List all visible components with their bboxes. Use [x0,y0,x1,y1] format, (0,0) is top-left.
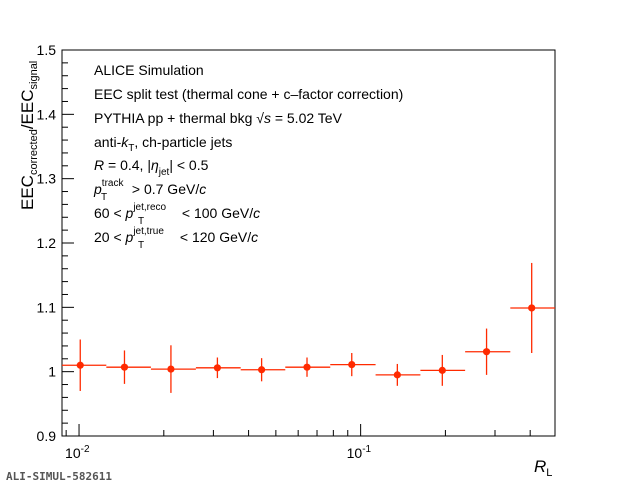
marker [258,366,266,374]
data-point [330,353,376,377]
marker [348,360,356,369]
y-tick-label: 1.1 [37,299,57,315]
y-tick-label: 1.3 [37,171,57,187]
marker [482,348,491,356]
data-point [465,328,511,375]
marker [303,363,311,371]
x-tick-label: 10-2 [65,444,90,461]
marker [76,361,84,369]
legend-line-8: 20 < pjet,true T < 120 GeV/c [94,226,258,251]
figure-id: ALI-SIMUL-582611 [6,470,112,483]
data-point [285,357,331,377]
data-point [375,363,421,386]
marker [213,364,222,372]
x-tick-label: 10-1 [347,444,372,461]
y-tick-label: 0.9 [37,428,57,444]
marker [528,304,536,312]
y-tick-label: 1.4 [37,106,57,122]
data-point [106,350,151,384]
y-tick-label: 1.2 [37,235,57,251]
data-point [150,345,196,393]
data-point [240,358,286,382]
data-point [510,262,555,354]
data-point [62,339,107,391]
legend-line-1: ALICE Simulation [94,62,204,78]
legend-line-6: ptrack T > 0.7 GeV/c [93,178,206,203]
x-axis-label: RL [534,457,552,479]
legend-line-4: anti-kT, ch-particle jets [94,134,232,154]
data-point [420,354,466,386]
marker [120,363,129,371]
legend-line-2: EEC split test (thermal cone + c–factor … [94,86,403,102]
plot-frame [61,49,556,437]
legend-line-7: 60 < pjet,reco T < 100 GeV/c [94,202,260,227]
legend-line-5: R = 0.4, |ηjet| < 0.5 [94,157,209,178]
data-point [195,357,241,379]
y-axis-label: EECcorrected/EECsignal [18,61,40,210]
legend-block: ALICE Simulation EEC split test (thermal… [93,62,403,251]
marker [438,366,446,374]
y-tick-label: 1.5 [37,42,57,58]
legend-line-3: PYTHIA pp + thermal bkg √s = 5.02 TeV [94,110,343,126]
marker [393,371,401,379]
marker [167,365,175,373]
y-tick-label: 1 [48,364,56,380]
